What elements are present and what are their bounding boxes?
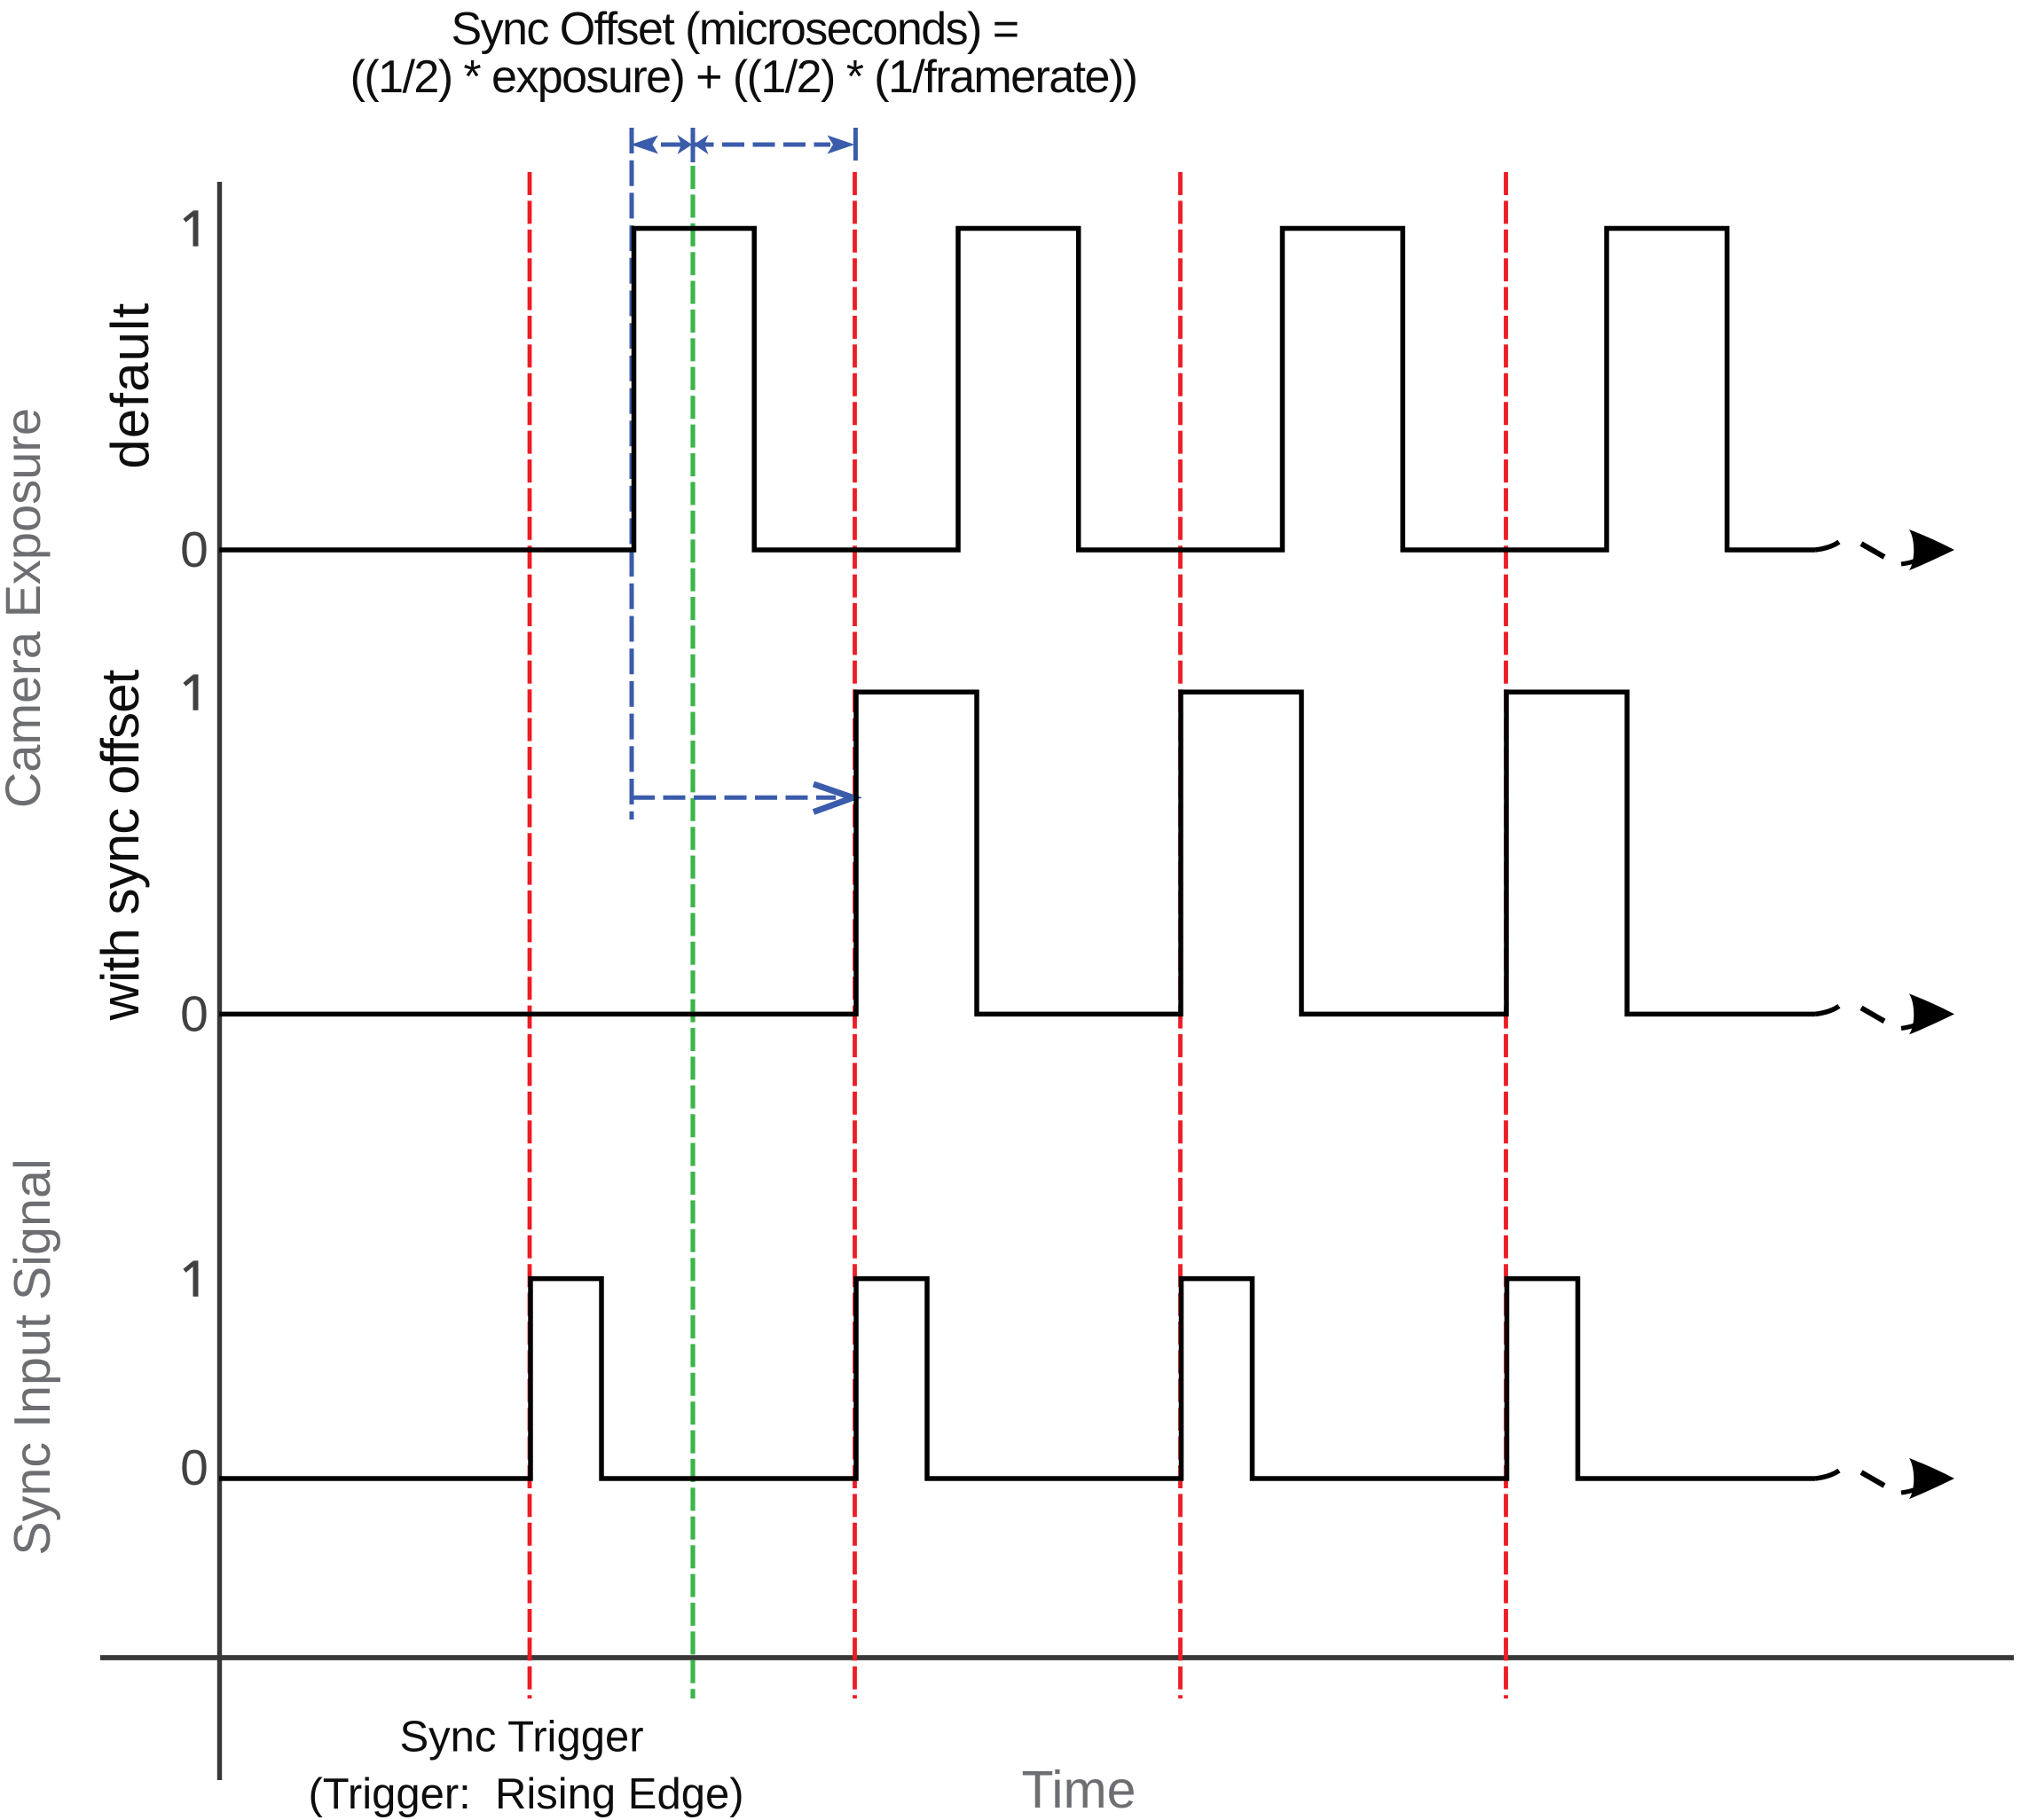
svg-text:Sync Trigger: Sync Trigger: [399, 1714, 643, 1761]
svg-text:0: 0: [180, 1440, 208, 1496]
svg-text:0: 0: [180, 522, 208, 578]
svg-text:with sync offset: with sync offset: [90, 669, 150, 1021]
svg-text:Time: Time: [1022, 1761, 1136, 1819]
svg-text:((1/2) * exposure) + ((1/2) *: ((1/2) * exposure) + ((1/2) * (1/framera…: [350, 51, 1137, 103]
svg-text:Camera Exposure: Camera Exposure: [0, 408, 51, 808]
svg-text:(Trigger: Rising Edge): (Trigger: Rising Edge): [308, 1770, 743, 1818]
svg-text:Sync Input Signal: Sync Input Signal: [4, 1158, 61, 1556]
svg-text:default: default: [100, 302, 160, 469]
svg-text:0: 0: [180, 986, 208, 1043]
svg-text:Sync Offset (microseconds) =: Sync Offset (microseconds) =: [451, 4, 1018, 55]
